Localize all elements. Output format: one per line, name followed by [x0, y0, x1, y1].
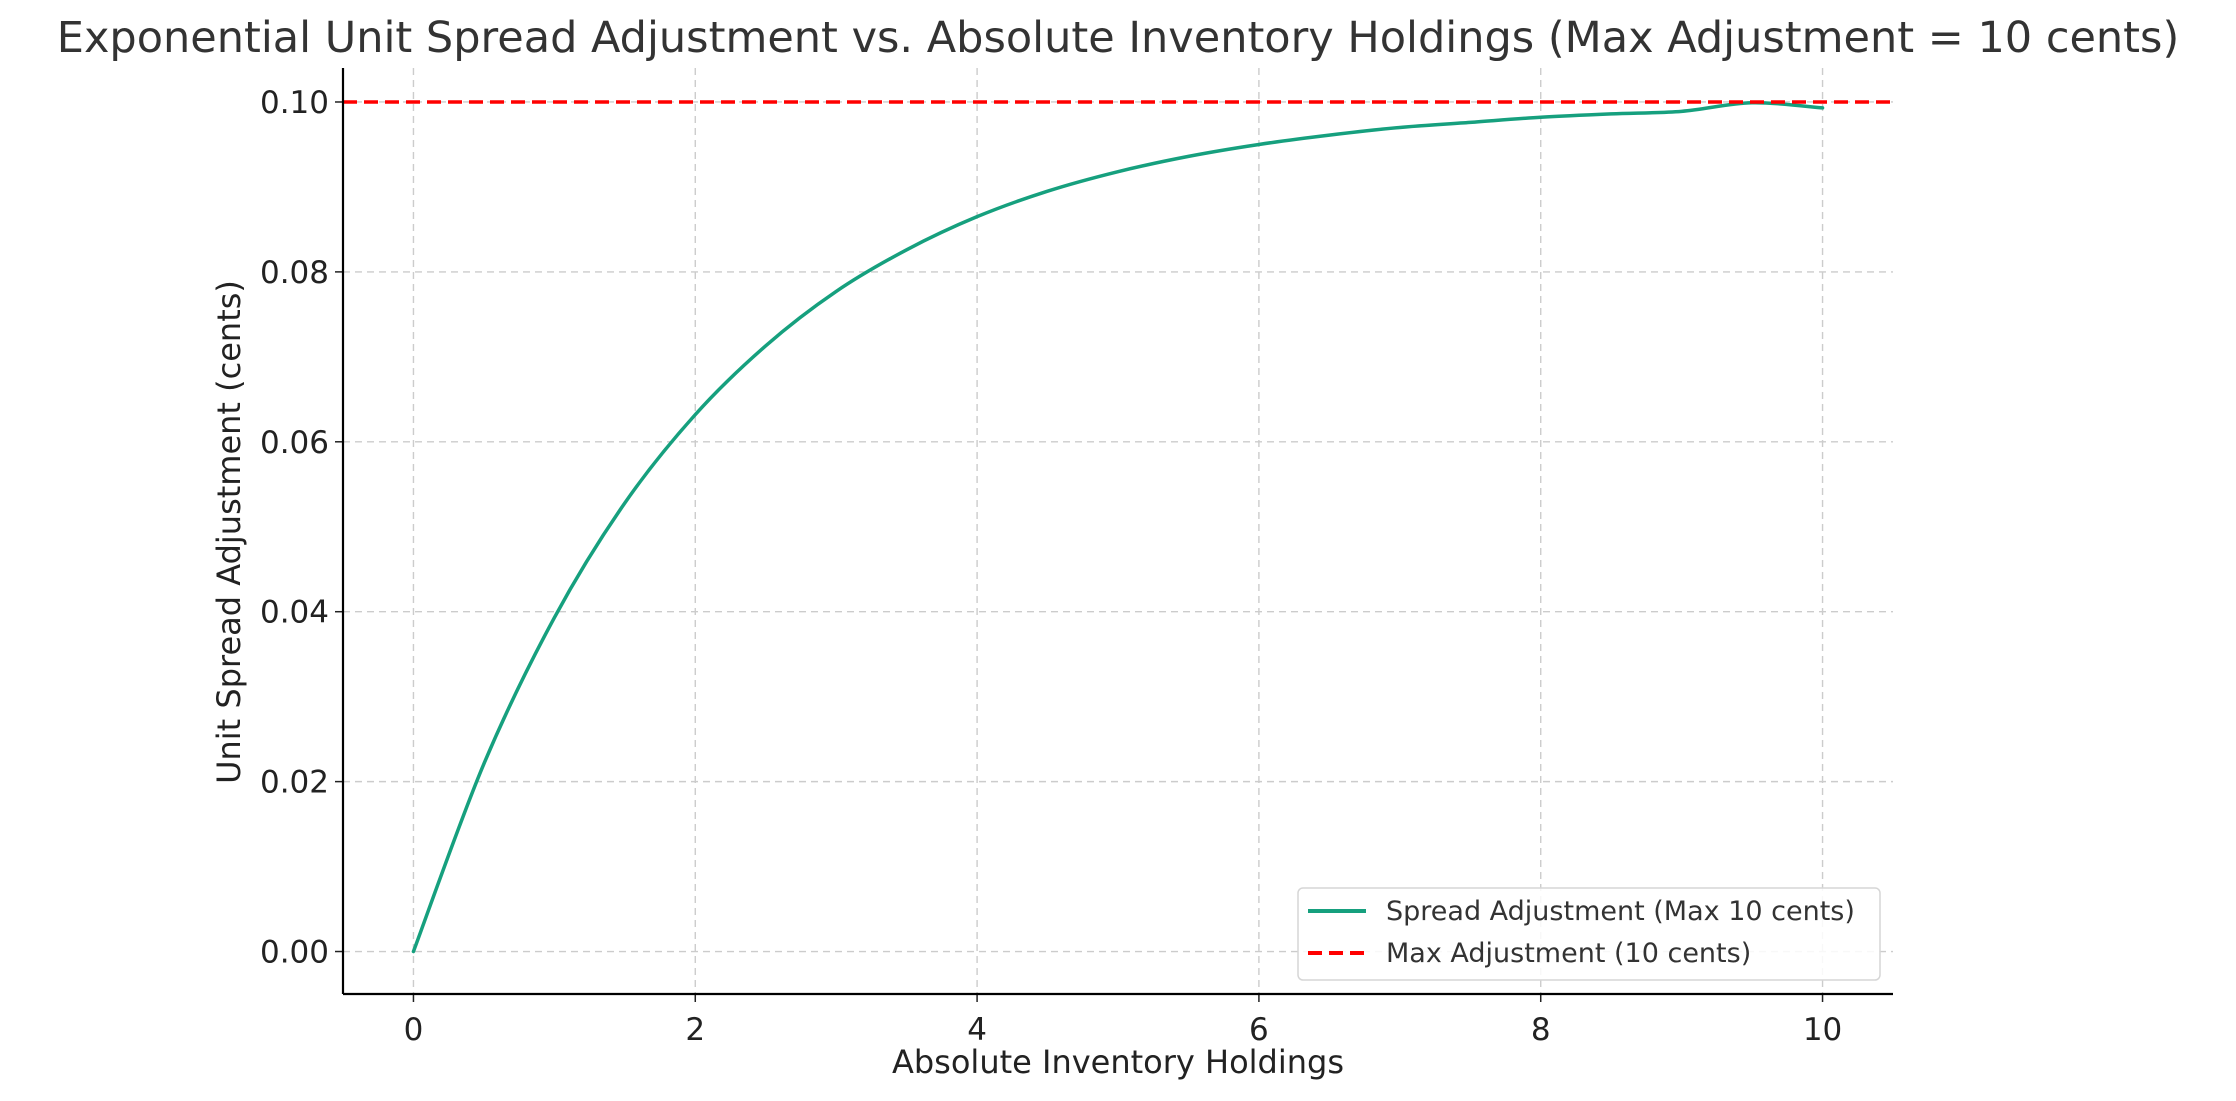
x-axis-label: Absolute Inventory Holdings [892, 1043, 1344, 1081]
y-tick-label: 0.10 [260, 85, 329, 121]
x-tick-label: 10 [1803, 1012, 1842, 1048]
x-tick-label: 4 [967, 1012, 987, 1048]
x-tick-label: 2 [685, 1012, 705, 1048]
x-tick-label: 0 [404, 1012, 424, 1048]
legend: Spread Adjustment (Max 10 cents) Max Adj… [1297, 887, 1881, 981]
legend-label-spread-adjustment: Spread Adjustment (Max 10 cents) [1386, 896, 1855, 927]
legend-label-max-adjustment: Max Adjustment (10 cents) [1386, 938, 1751, 969]
y-axis-label: Unit Spread Adjustment (cents) [210, 280, 248, 784]
x-tick-label: 6 [1249, 1012, 1269, 1048]
legend-box [1297, 887, 1881, 981]
y-tick-label: 0.06 [260, 425, 329, 461]
tick-labels: 0 2 4 6 8 10 0.00 0.02 0.04 0.06 0.08 0.10 [260, 85, 1842, 1048]
grid [343, 68, 1893, 994]
axes [335, 68, 1893, 1002]
y-tick-label: 0.08 [260, 255, 329, 291]
chart-title: Exponential Unit Spread Adjustment vs. A… [57, 13, 2179, 63]
y-tick-label: 0.00 [260, 935, 329, 971]
plot-area [343, 100, 1893, 954]
series-line-spread-adjustment [411, 100, 1825, 954]
y-tick-label: 0.02 [260, 765, 329, 801]
x-tick-label: 8 [1531, 1012, 1551, 1048]
y-tick-label: 0.04 [260, 595, 329, 631]
